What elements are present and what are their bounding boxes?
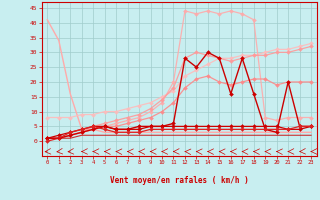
X-axis label: Vent moyen/en rafales ( km/h ): Vent moyen/en rafales ( km/h ) (110, 176, 249, 185)
